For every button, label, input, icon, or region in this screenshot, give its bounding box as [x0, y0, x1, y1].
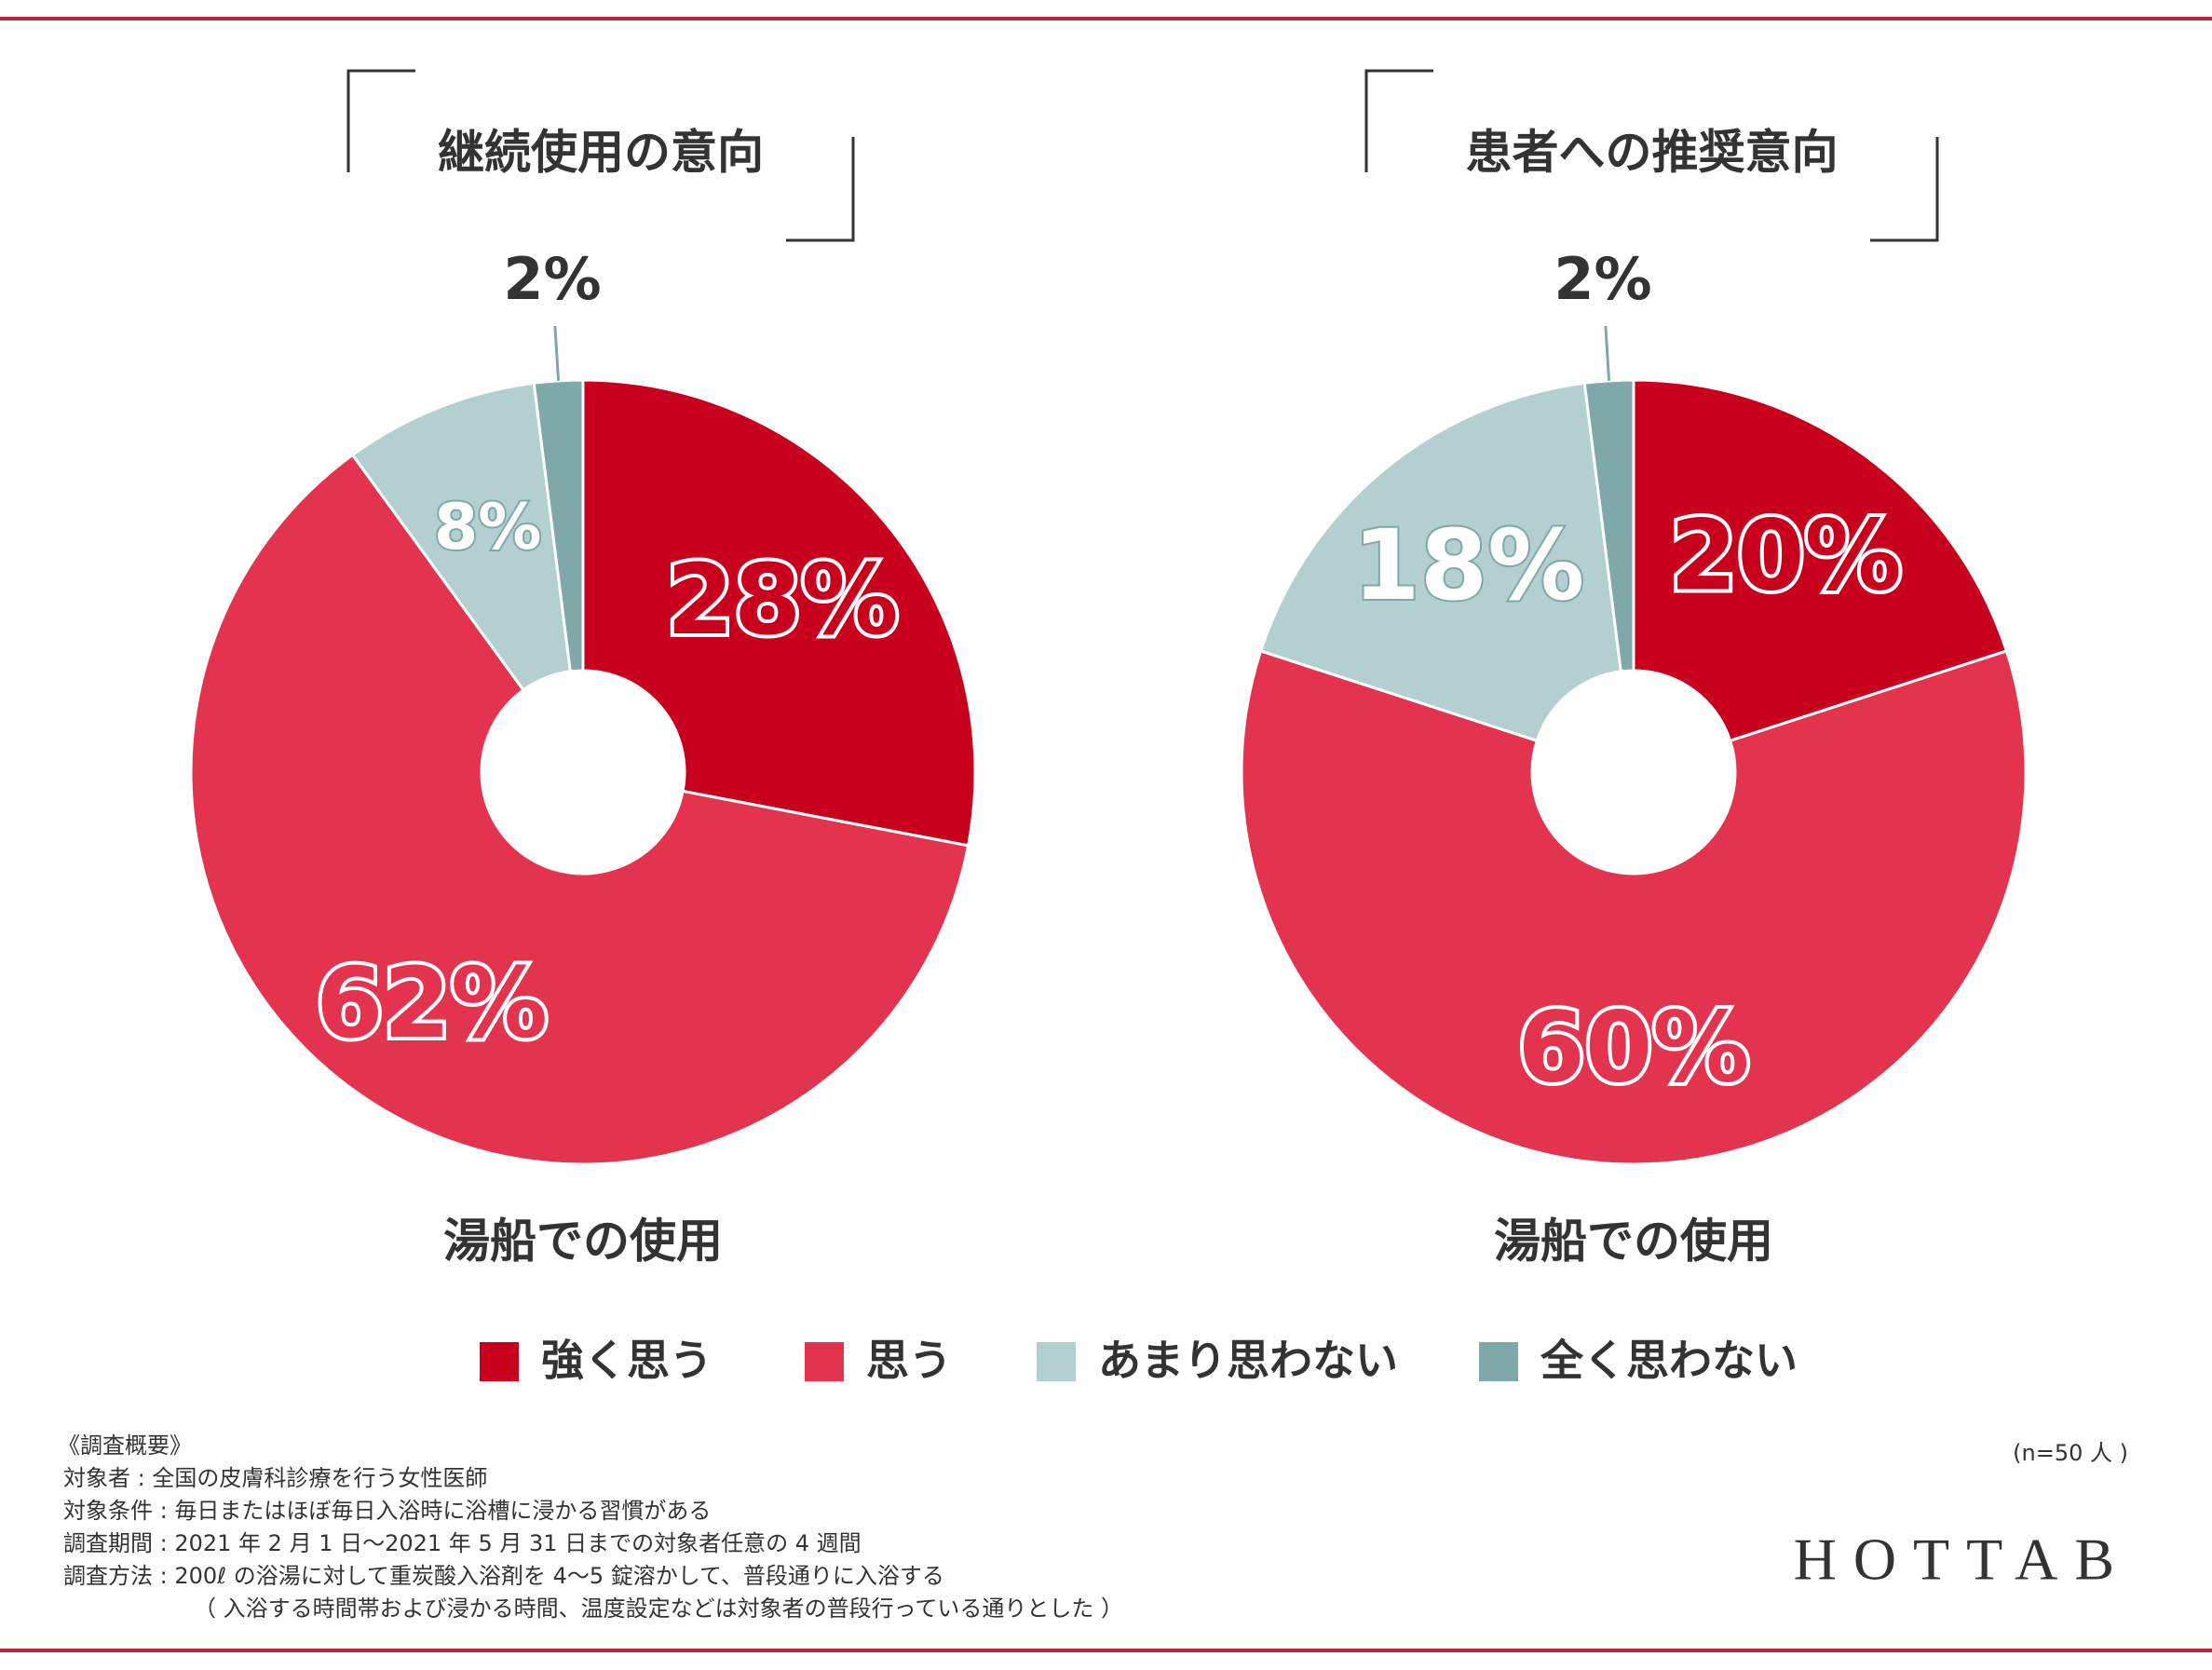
chart-title: 継続使用の意向 [438, 126, 764, 180]
sample-size: (n=50 人 ) [2013, 1440, 2128, 1466]
pie-slice [1240, 649, 2028, 1166]
notes-heading: 《調査概要》 [58, 1432, 192, 1459]
value-label: 2% [503, 245, 601, 313]
note-line: 対象者 : 全国の皮膚科診療を行う女性医師 [63, 1465, 487, 1491]
value-label: 18% [1352, 509, 1584, 622]
pie-slice [1632, 378, 2009, 743]
pie-slice [581, 378, 977, 848]
chart-subtitle: 湯船での使用 [443, 1215, 723, 1269]
note-line: （ 入浴する時間帯および浸かる時間、温度設定などは対象者の普段行っている通りとし… [194, 1595, 1123, 1622]
leader-line [553, 325, 561, 381]
title-bracket [1364, 69, 1433, 172]
value-label: 2% [1554, 245, 1651, 313]
pie-slice [1582, 378, 1635, 673]
legend-swatch [1037, 1342, 1076, 1381]
value-label: 60% [1518, 990, 1750, 1104]
note-line: 調査方法 : 200ℓ の浴湯に対して重炭酸入浴剤を 4〜5 錠溶かして、普段通… [63, 1563, 944, 1589]
chart-subtitle: 湯船での使用 [1494, 1215, 1773, 1269]
legend-swatch [805, 1342, 844, 1381]
legend-swatch [1479, 1342, 1518, 1381]
title-bracket [1870, 137, 1939, 242]
legend-label: 思う [866, 1336, 952, 1386]
pie-slice [532, 378, 585, 673]
value-label: 28% [667, 543, 899, 657]
leader-line [1604, 325, 1611, 381]
title-bracket [346, 69, 415, 172]
note-line: 対象条件 : 毎日またはほぼ毎日入浴時に浴槽に浸かる習慣がある [63, 1498, 711, 1524]
note-line: 調査期間 : 2021 年 2 月 1 日〜2021 年 5 月 31 日までの… [63, 1530, 862, 1556]
legend-label: 全く思わない [1540, 1336, 1798, 1386]
title-bracket [786, 137, 855, 242]
pie-slice [1258, 381, 1623, 743]
pie-slice [350, 381, 573, 692]
value-label: 8% [434, 491, 541, 564]
logo: HOTTAB [1794, 1527, 2131, 1593]
legend-label: 強く思う [541, 1336, 712, 1386]
legend-swatch [480, 1342, 519, 1381]
pie-slice [189, 453, 970, 1166]
legend-label: あまり思わない [1098, 1336, 1398, 1386]
value-label: 20% [1670, 499, 1902, 613]
value-label: 62% [316, 946, 548, 1060]
chart-title: 患者への推奨意向 [1466, 126, 1839, 180]
